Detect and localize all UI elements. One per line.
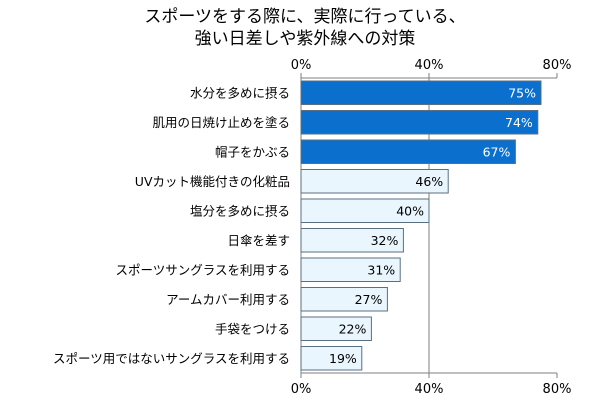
bar [300, 80, 542, 105]
data-label: 40% [396, 203, 424, 218]
category-label: アームカバー利用する [166, 292, 290, 307]
category-label: スポーツサングラスを利用する [115, 262, 290, 277]
chart-title: スポーツをする際に、実際に行っている、 強い日差しや紫外線への対策 [0, 6, 610, 50]
data-label: 67% [483, 144, 511, 159]
data-label: 19% [329, 351, 357, 366]
x-tick-label-bottom: 0% [291, 382, 312, 397]
chart-title-line-1: スポーツをする際に、実際に行っている、 [144, 7, 466, 27]
data-label: 74% [505, 115, 533, 130]
chart-title-line-2: 強い日差しや紫外線への対策 [194, 29, 416, 49]
category-label: 塩分を多めに摂る [190, 203, 290, 218]
bar [300, 110, 539, 135]
x-tick-label-top: 40% [415, 58, 444, 73]
data-label: 46% [415, 174, 443, 189]
bar [300, 169, 449, 194]
category-label: 水分を多めに摂る [190, 85, 290, 100]
x-tick-label-bottom: 40% [415, 382, 444, 397]
category-label: 手袋をつける [215, 321, 290, 336]
x-tick-label-top: 80% [543, 58, 572, 73]
data-label: 22% [339, 321, 367, 336]
x-tick-label-bottom: 80% [543, 382, 572, 397]
data-label: 75% [508, 85, 536, 100]
category-label: スポーツ用ではないサングラスを利用する [53, 351, 290, 366]
bar [300, 228, 404, 253]
data-label: 27% [355, 292, 383, 307]
bar [300, 346, 363, 371]
bar [300, 198, 430, 223]
category-label: 日傘を差す [227, 233, 290, 248]
bar [300, 257, 401, 282]
bar [300, 316, 372, 341]
data-label: 31% [367, 262, 395, 277]
x-tick-label-top: 0% [291, 58, 312, 73]
category-label: UVカット機能付きの化粧品 [135, 174, 290, 189]
bar [300, 139, 516, 164]
category-label: 肌用の日焼け止めを塗る [152, 115, 290, 130]
category-label: 帽子をかぶる [215, 144, 290, 159]
bar [300, 287, 388, 312]
data-label: 32% [371, 233, 399, 248]
